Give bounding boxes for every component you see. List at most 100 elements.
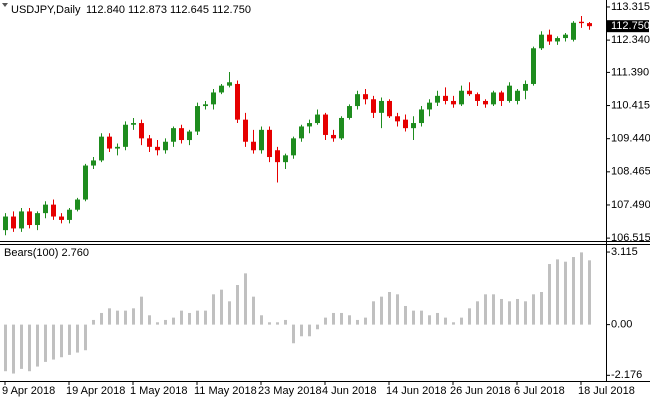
candle-body — [131, 123, 136, 125]
candle-body — [323, 114, 328, 135]
x-tick-label: 6 Jul 2018 — [514, 385, 565, 397]
histogram-bar — [68, 324, 71, 355]
histogram-bar — [60, 324, 63, 358]
histogram-bar — [164, 319, 167, 325]
histogram-bar — [292, 324, 295, 344]
candle-body — [235, 83, 240, 120]
histogram-bar — [108, 308, 111, 325]
histogram-bar — [4, 324, 7, 372]
candle-body — [187, 131, 192, 141]
histogram-bar — [236, 285, 239, 325]
candle-body — [355, 94, 360, 107]
candle-body — [347, 106, 352, 118]
histogram-bar — [460, 317, 463, 325]
candle-body — [507, 85, 512, 101]
candle-body — [499, 92, 504, 101]
histogram-bar — [140, 296, 143, 325]
candle-body — [51, 204, 56, 217]
histogram-bar — [116, 310, 119, 325]
histogram-bar — [340, 312, 343, 325]
histogram-bar — [300, 324, 303, 337]
histogram-bar — [188, 312, 191, 325]
candle-body — [203, 104, 208, 107]
x-tick-label: 14 Jun 2018 — [386, 385, 447, 397]
candle-body — [491, 92, 496, 105]
histogram-bar — [540, 291, 543, 325]
candle-body — [115, 146, 120, 149]
candle-body — [243, 119, 248, 142]
histogram-bar — [20, 324, 23, 369]
candle-body — [579, 21, 584, 24]
candle-body — [555, 38, 560, 42]
histogram-bar — [44, 324, 47, 362]
y-tick-label: 108.465 — [611, 166, 650, 178]
histogram-bar — [428, 315, 431, 325]
y-tick-label: 107.490 — [611, 199, 650, 211]
candle-body — [75, 199, 80, 210]
histogram-bar — [212, 294, 215, 325]
candle-body — [35, 213, 40, 226]
candle-body — [11, 216, 16, 229]
histogram-bar — [132, 308, 135, 325]
candle-body — [547, 34, 552, 42]
candle-body — [435, 95, 440, 103]
candle-body — [539, 34, 544, 49]
histogram-bar — [260, 315, 263, 325]
histogram-bar — [476, 301, 479, 325]
histogram-bar — [12, 324, 15, 374]
candle-body — [587, 23, 592, 27]
candle-body — [283, 155, 288, 163]
histogram-bar — [564, 261, 567, 325]
histogram-bar — [84, 324, 87, 351]
histogram-bar — [156, 322, 159, 325]
histogram-bar — [492, 294, 495, 325]
candle-body — [315, 114, 320, 124]
histogram-bar — [92, 319, 95, 325]
histogram-bar — [196, 310, 199, 325]
histogram-bar — [324, 317, 327, 325]
candle-body — [99, 136, 104, 161]
y-tick-label: 0.00 — [611, 319, 632, 331]
x-tick-label: 23 May 2018 — [258, 385, 322, 397]
histogram-bar — [204, 310, 207, 325]
histogram-bar — [412, 310, 415, 325]
histogram-bar — [508, 301, 511, 325]
x-tick-label: 18 Jul 2018 — [578, 385, 635, 397]
histogram-bar — [284, 319, 287, 325]
histogram-bar — [316, 324, 319, 330]
histogram-bar — [172, 317, 175, 325]
candle-body — [3, 216, 8, 231]
candle-body — [83, 165, 88, 200]
candle-body — [179, 128, 184, 141]
histogram-bar — [532, 294, 535, 325]
candle-body — [467, 90, 472, 95]
candle-body — [267, 129, 272, 158]
candle-body — [91, 160, 96, 166]
histogram-bar — [36, 324, 39, 367]
histogram-bar — [252, 296, 255, 325]
current-price-label: 112.750 — [611, 20, 650, 32]
candle-body — [195, 106, 200, 132]
candle-body — [259, 129, 264, 151]
indicator-title: Bears(100) 2.760 — [4, 247, 89, 259]
candle-body — [523, 83, 528, 91]
y-tick-label: 109.440 — [611, 133, 650, 145]
histogram-bar — [580, 252, 583, 325]
y-tick-label: 113.315 — [611, 1, 650, 13]
histogram-bar — [372, 301, 375, 325]
candle-body — [451, 100, 456, 105]
histogram-bar — [228, 301, 231, 325]
candle-body — [483, 100, 488, 105]
histogram-bar — [308, 324, 311, 337]
candle-body — [27, 211, 32, 226]
candle-body — [459, 90, 464, 105]
histogram-bar — [356, 319, 359, 325]
candle-body — [387, 100, 392, 117]
histogram-bar — [180, 310, 183, 325]
candle-body — [339, 117, 344, 139]
menu-icon — [2, 3, 8, 7]
candle-body — [411, 123, 416, 129]
x-tick-label: 26 Jun 2018 — [450, 385, 511, 397]
